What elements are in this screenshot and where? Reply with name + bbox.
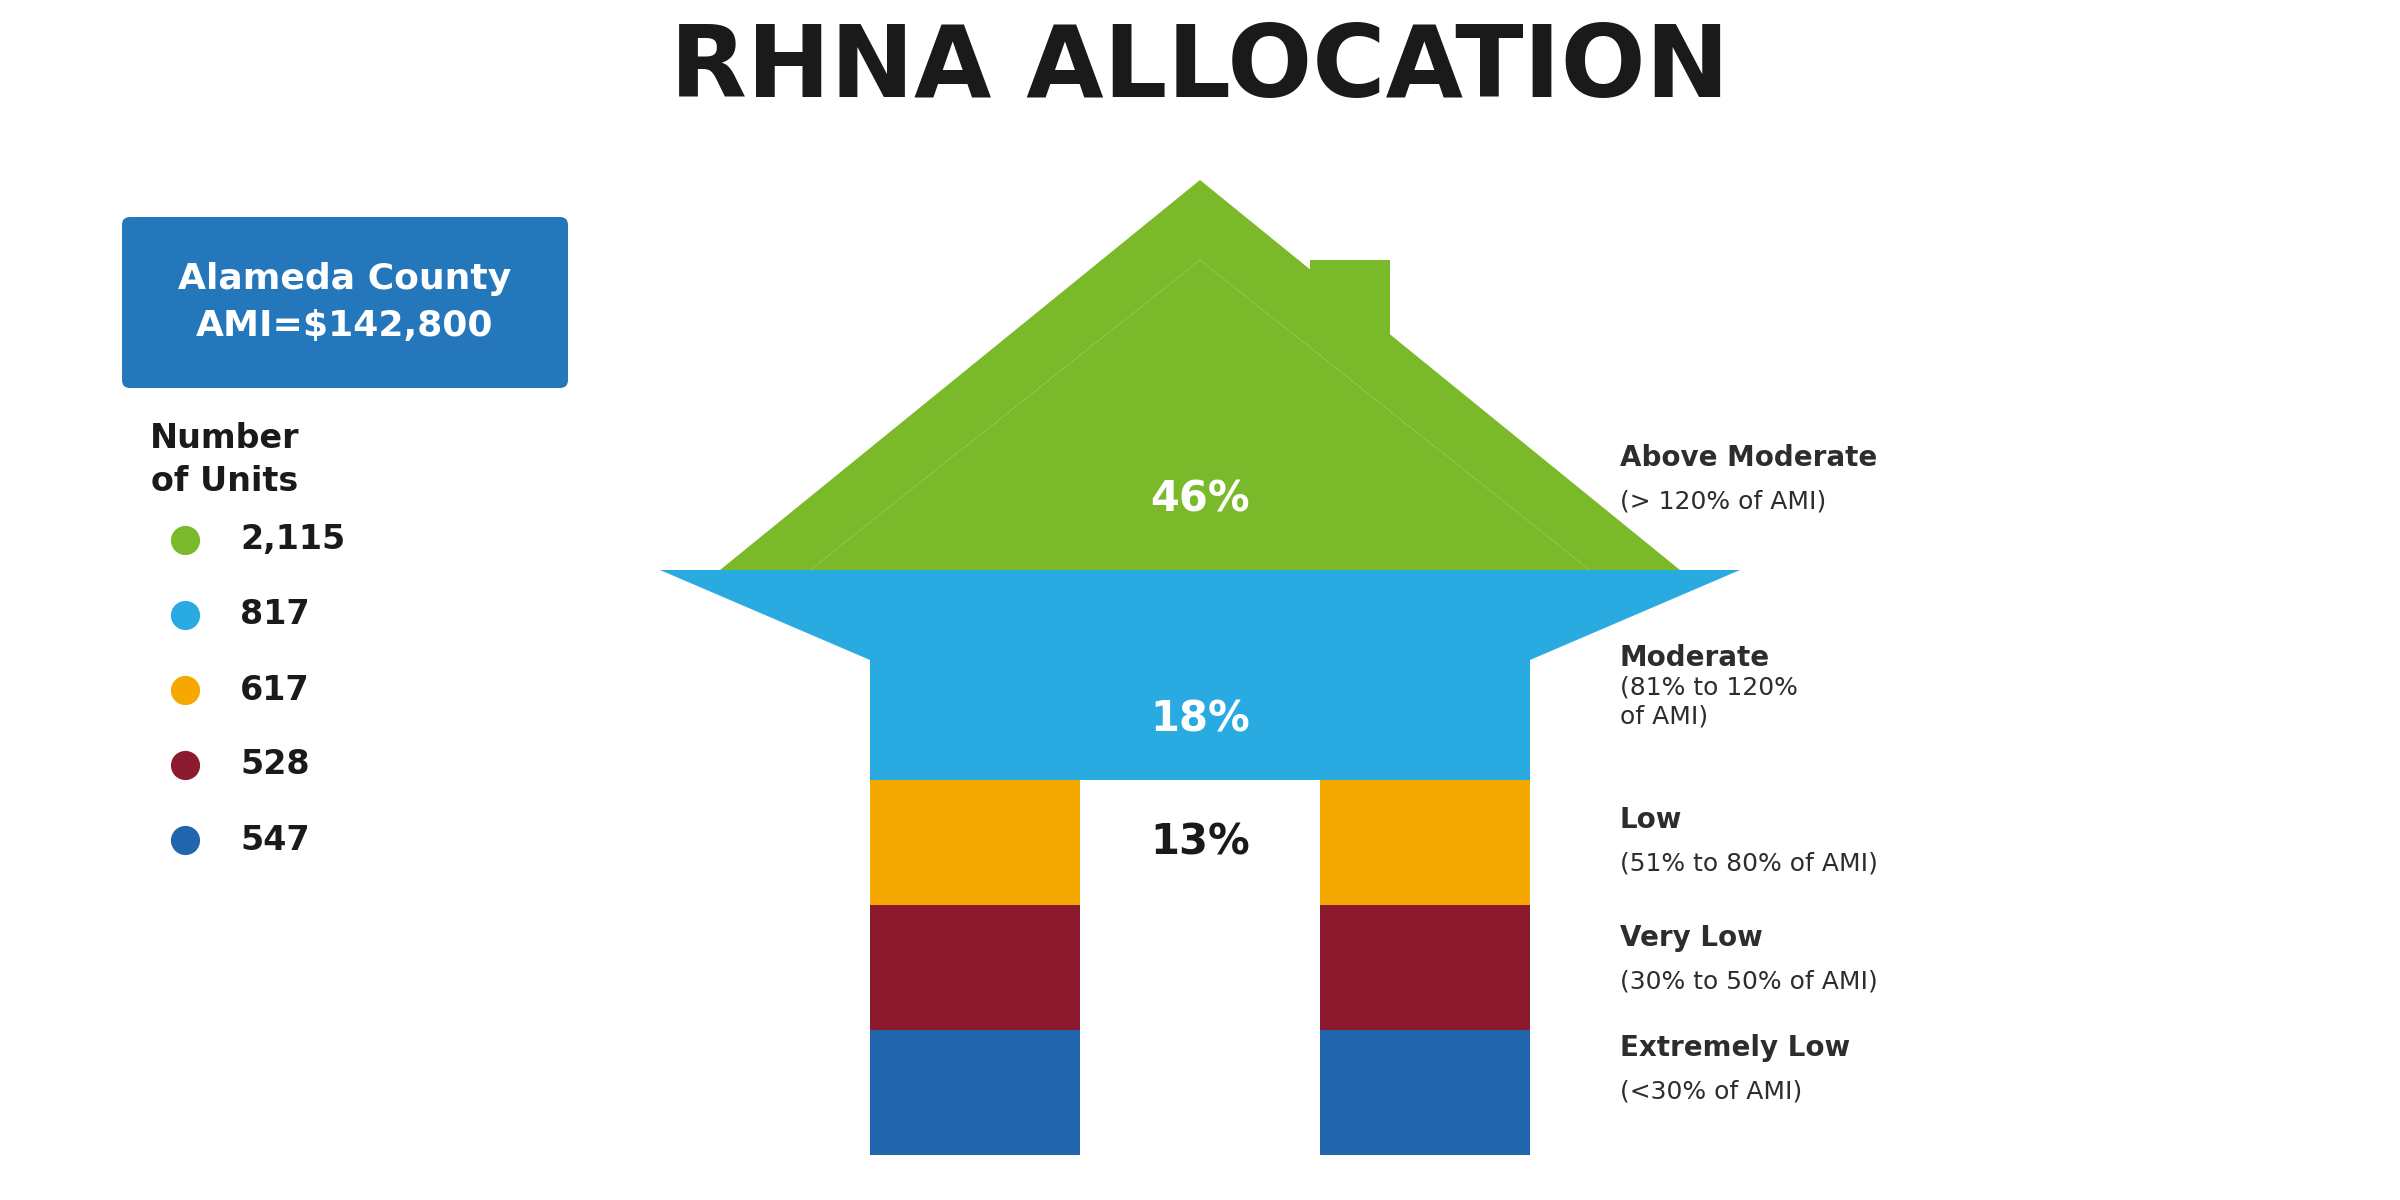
Text: 12%: 12% (1150, 1072, 1250, 1114)
Text: Alameda County
AMI=$142,800: Alameda County AMI=$142,800 (178, 262, 511, 343)
Text: 2,115: 2,115 (240, 523, 346, 557)
Bar (871, 1030, 1531, 1154)
Text: (51% to 80% of AMI): (51% to 80% of AMI) (1620, 852, 1877, 876)
Polygon shape (660, 570, 1740, 660)
Text: Number
of Units: Number of Units (151, 421, 300, 498)
Text: Above Moderate: Above Moderate (1620, 444, 1877, 472)
Text: 46%: 46% (1150, 479, 1250, 521)
Bar (1080, 780, 1320, 1154)
Text: RHNA ALLOCATION: RHNA ALLOCATION (670, 22, 1730, 119)
Text: Extremely Low: Extremely Low (1620, 1034, 1850, 1062)
Bar (871, 905, 1531, 1030)
Text: 11%: 11% (1150, 947, 1250, 989)
Text: 547: 547 (240, 823, 310, 857)
FancyBboxPatch shape (122, 217, 569, 388)
Polygon shape (811, 260, 1591, 570)
Text: Low: Low (1620, 806, 1682, 834)
Polygon shape (720, 180, 1680, 570)
Polygon shape (811, 260, 1591, 570)
Text: 617: 617 (240, 673, 310, 707)
Bar (871, 660, 1531, 780)
Text: 817: 817 (240, 599, 310, 631)
Text: Moderate: Moderate (1620, 644, 1771, 672)
Text: (<30% of AMI): (<30% of AMI) (1620, 1080, 1802, 1104)
Bar (871, 780, 1531, 905)
Text: (81% to 120%
of AMI): (81% to 120% of AMI) (1620, 676, 1798, 728)
Text: 13%: 13% (1150, 822, 1250, 864)
Text: 18%: 18% (1150, 698, 1250, 740)
Text: (30% to 50% of AMI): (30% to 50% of AMI) (1620, 970, 1877, 994)
Text: Very Low: Very Low (1620, 924, 1762, 952)
Text: (> 120% of AMI): (> 120% of AMI) (1620, 490, 1826, 514)
Text: 528: 528 (240, 749, 310, 781)
Bar (1310, 260, 1390, 550)
